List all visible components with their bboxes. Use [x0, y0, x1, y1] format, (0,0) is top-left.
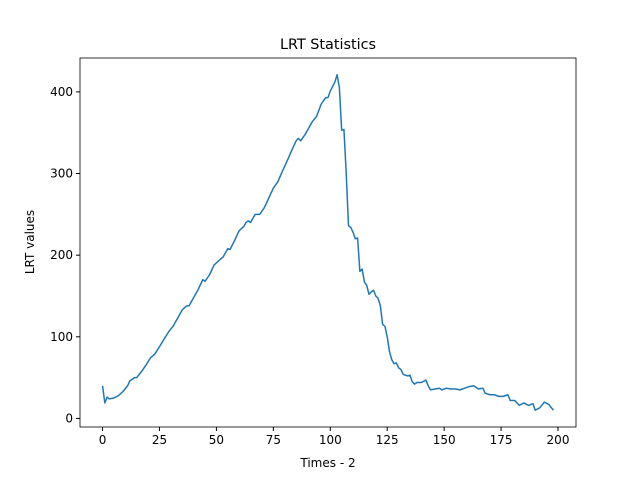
- x-tick-label: 75: [266, 433, 281, 447]
- y-tick-label: 100: [50, 330, 73, 344]
- x-tick-label: 0: [99, 433, 107, 447]
- x-tick-label: 100: [319, 433, 342, 447]
- x-axis-label: Times - 2: [299, 456, 355, 470]
- y-axis-label: LRT values: [23, 210, 37, 274]
- plot-frame: [79, 57, 577, 428]
- x-tick-label: 175: [490, 433, 513, 447]
- y-tick-label: 300: [50, 167, 73, 181]
- y-tick-label: 200: [50, 248, 73, 262]
- y-tick-label: 0: [65, 411, 73, 425]
- x-tick-label: 125: [376, 433, 399, 447]
- data-line: [101, 73, 555, 412]
- x-tick-label: 200: [547, 433, 570, 447]
- x-tick-label: 150: [433, 433, 456, 447]
- x-tick-label: 25: [152, 433, 167, 447]
- y-tick-label: 400: [50, 85, 73, 99]
- x-tick-label: 50: [209, 433, 224, 447]
- chart-title: LRT Statistics: [280, 37, 376, 53]
